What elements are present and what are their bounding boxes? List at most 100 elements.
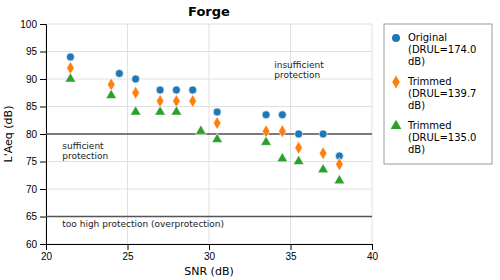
legend-label: Original(DRUL=174.0dB) — [408, 32, 476, 67]
legend: Original(DRUL=174.0dB)Trimmed(DRUL=139.7… — [384, 24, 492, 164]
y-tick-mark — [40, 162, 46, 163]
point — [213, 108, 221, 116]
y-tick: 70 — [26, 184, 46, 195]
point — [171, 106, 182, 115]
x-axis: 20 25 30 35 40 — [41, 244, 379, 262]
y-tick-mark — [40, 107, 46, 108]
text-line: dB) — [408, 144, 425, 155]
annotation: sufficientprotection — [62, 141, 108, 161]
y-tick: 85 — [26, 101, 46, 112]
point — [295, 141, 303, 154]
legend-label: Trimmed(DRUL=139.7dB) — [407, 76, 476, 111]
y-axis-title: L'Aeq (dB) — [2, 106, 15, 163]
text-line: protection — [274, 70, 320, 80]
x-tick-label: 20 — [41, 251, 53, 262]
legend-item: Trimmed(DRUL=135.0dB) — [391, 120, 477, 155]
point — [319, 130, 327, 138]
y-tick-label: 60 — [26, 239, 38, 250]
text-line: (DRUL=135.0 — [408, 132, 476, 143]
point — [262, 111, 270, 119]
annotations: insufficientprotectionsufficientprotecti… — [62, 60, 324, 230]
x-tick-mark — [128, 244, 129, 250]
x-tick-label: 30 — [204, 251, 216, 262]
point — [295, 130, 303, 138]
y-tick: 75 — [26, 156, 46, 167]
text-line: (DRUL=174.0 — [408, 44, 476, 55]
legend-box — [384, 24, 492, 164]
point — [336, 158, 344, 171]
grid-line-y — [46, 51, 372, 52]
series-points — [66, 53, 343, 160]
text-line: too high protection (overprotection) — [62, 219, 224, 229]
x-tick-mark — [209, 244, 210, 250]
point — [319, 147, 327, 160]
point — [66, 53, 74, 61]
legend-symbol — [391, 120, 402, 129]
x-axis-line — [47, 245, 373, 251]
x-tick: 35 — [285, 244, 297, 262]
text-line: sufficient — [62, 141, 104, 151]
grid — [46, 24, 372, 244]
text-line: Trimmed — [407, 76, 452, 87]
y-tick-label: 95 — [26, 46, 38, 57]
y-tick-mark — [40, 189, 46, 190]
annotation: too high protection (overprotection) — [62, 219, 224, 229]
x-tick-mark — [372, 244, 373, 250]
point — [65, 73, 76, 82]
legend-item: Original(DRUL=174.0dB) — [392, 32, 476, 67]
point — [132, 75, 140, 83]
text-line: dB) — [408, 100, 425, 111]
x-tick-label: 40 — [367, 251, 379, 262]
chart: 20253035406065707580859095100insufficien… — [0, 0, 500, 280]
y-tick-mark — [40, 134, 46, 135]
annotation: insufficientprotection — [274, 60, 324, 80]
plot: 20253035406065707580859095100insufficien… — [20, 19, 378, 262]
point — [106, 89, 117, 98]
y-tick-label: 75 — [26, 156, 38, 167]
text-line: protection — [62, 151, 108, 161]
data-area — [46, 53, 372, 216]
point — [213, 116, 221, 129]
text-line: dB) — [408, 56, 425, 67]
grid-line-y — [46, 106, 372, 107]
legend-symbol — [392, 75, 400, 88]
y-tick: 60 — [26, 239, 46, 250]
x-tick: 40 — [367, 244, 379, 262]
y-tick-label: 80 — [26, 129, 38, 140]
y-tick-label: 85 — [26, 101, 38, 112]
point — [293, 155, 304, 164]
point — [155, 106, 166, 115]
y-tick-label: 65 — [26, 211, 38, 222]
y-tick-mark — [40, 79, 46, 80]
x-tick: 20 — [41, 244, 53, 262]
x-tick: 30 — [204, 244, 216, 262]
x-tick-label: 25 — [122, 251, 134, 262]
series-points — [65, 73, 345, 184]
y-axis: 6065707580859095100 — [20, 19, 46, 250]
title: Forge — [188, 4, 230, 19]
y-axis-line — [40, 25, 47, 245]
x-tick-mark — [291, 244, 292, 250]
text-line: insufficient — [274, 60, 324, 70]
y-tick-mark — [40, 217, 46, 218]
grid-line-y — [46, 216, 372, 217]
point — [334, 175, 345, 184]
legend-label: Trimmed(DRUL=135.0dB) — [407, 120, 476, 155]
point — [318, 164, 329, 173]
y-tick-mark — [40, 244, 46, 245]
grid-line-y — [46, 161, 372, 162]
point — [156, 86, 164, 94]
point — [189, 94, 197, 107]
text-line: (DRUL=139.7 — [408, 88, 476, 99]
point — [279, 125, 287, 138]
point — [212, 133, 223, 142]
y-tick-mark — [40, 52, 46, 53]
grid-line-y — [46, 24, 372, 25]
text-line: Trimmed — [407, 120, 452, 131]
y-tick: 65 — [26, 211, 46, 222]
point — [277, 153, 288, 162]
point — [132, 86, 140, 99]
y-tick-label: 70 — [26, 184, 38, 195]
y-tick: 90 — [26, 74, 46, 85]
point — [189, 86, 197, 94]
